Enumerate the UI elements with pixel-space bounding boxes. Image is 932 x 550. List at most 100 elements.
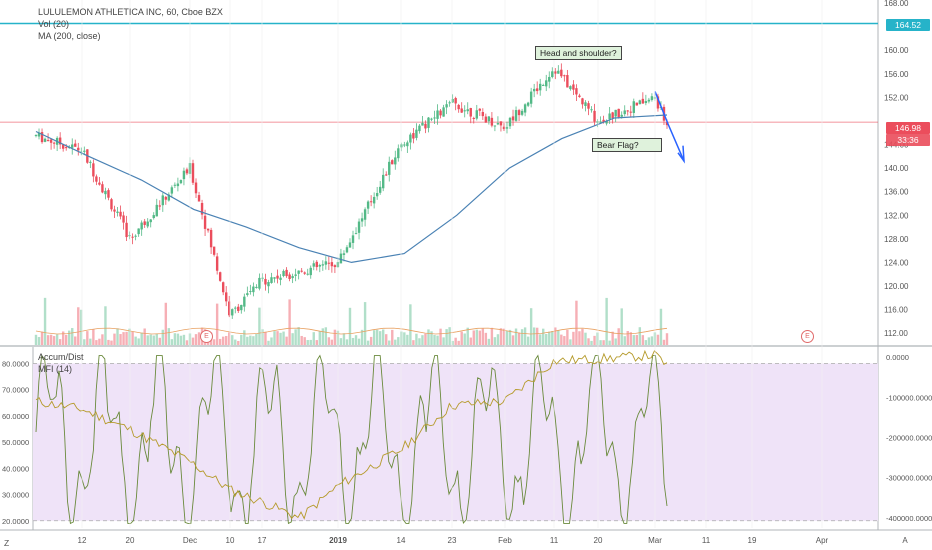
candle-body (529, 91, 533, 104)
candle-body (46, 140, 50, 142)
candle-body (297, 270, 300, 274)
candle-body (306, 273, 309, 275)
volume-bar (185, 340, 189, 345)
candle-body (182, 170, 186, 180)
volume-bar (104, 306, 107, 345)
volume-bar (234, 339, 237, 345)
volume-bar (608, 340, 611, 345)
volume-bar (354, 335, 358, 345)
volume-bar (520, 329, 524, 345)
candle-body (487, 116, 491, 122)
volume-bar (647, 337, 651, 345)
candle-body (508, 117, 512, 127)
volume-bar (64, 334, 68, 345)
volume-bar (372, 330, 376, 345)
head-shoulder-annotation[interactable]: Head and shoulder? (535, 46, 622, 60)
volume-bar (270, 337, 273, 345)
volume-bar (61, 331, 65, 345)
candle-body (412, 133, 415, 139)
volume-bar (294, 329, 297, 345)
volume-bar (439, 328, 442, 345)
volume-bar (237, 340, 240, 345)
volume-bar (572, 331, 575, 345)
candle-body (469, 108, 472, 117)
candle-body (599, 121, 602, 123)
volume-bar (342, 333, 346, 345)
candle-body (146, 221, 149, 227)
timezone-button[interactable]: Z (4, 538, 10, 548)
volume-bar (158, 337, 161, 345)
candle-body (369, 201, 373, 203)
volume-bar (557, 330, 560, 345)
candle-body (375, 193, 379, 197)
mfi-tick-label: 50.0000 (2, 438, 29, 447)
volume-bar (394, 339, 397, 345)
volume-bar (155, 333, 158, 345)
x-tick-label: Mar (648, 536, 662, 545)
candle-body (378, 186, 382, 193)
volume-bar (641, 335, 645, 345)
candle-body (318, 265, 321, 267)
candle-body (49, 139, 53, 143)
candle-body (137, 228, 140, 235)
volume-bar (285, 336, 288, 345)
candle-body (270, 277, 273, 283)
earnings-badge[interactable]: E (200, 330, 213, 343)
candle-body (457, 104, 460, 110)
candle-body (433, 117, 436, 119)
candle-body (587, 103, 590, 109)
volume-bar (225, 335, 228, 345)
volume-bar (152, 335, 155, 345)
volume-bar (49, 334, 53, 345)
candle-body (388, 161, 391, 175)
candle-body (164, 196, 168, 200)
volume-bar (478, 330, 482, 345)
volume-bar (403, 332, 406, 345)
candle-body (397, 148, 400, 159)
earnings-badge[interactable]: E (801, 330, 814, 343)
volume-bar (542, 328, 545, 345)
candle-body (436, 110, 439, 119)
candle-body (206, 228, 210, 231)
candle-body (119, 211, 122, 217)
volume-bar (131, 331, 134, 345)
candle-body (240, 304, 243, 311)
volume-bar (330, 339, 334, 345)
candle-body (460, 108, 463, 113)
price-tick-label: 156.00 (884, 70, 909, 79)
volume-bar (487, 338, 491, 345)
ad-tick-label: -400000.0000 (886, 514, 932, 523)
candle-body (143, 221, 146, 225)
volume-bar (523, 327, 527, 345)
candle-body (403, 144, 406, 146)
accum-dist-line (35, 349, 668, 520)
candle-body (333, 265, 337, 268)
candle-body (348, 242, 352, 248)
volume-bar (644, 340, 648, 345)
candle-body (584, 102, 587, 107)
volume-bar (164, 302, 168, 345)
candle-body (131, 236, 134, 238)
candle-body (179, 180, 183, 184)
candle-body (264, 278, 267, 285)
volume-bar (170, 339, 174, 345)
volume-bar (635, 334, 639, 345)
volume-bar (231, 335, 234, 345)
x-tick-label: 11 (550, 536, 559, 545)
price-tick-label: 136.00 (884, 188, 909, 197)
candle-body (249, 290, 252, 292)
candle-body (339, 253, 343, 264)
candle-body (502, 126, 506, 130)
volume-bar (451, 340, 454, 345)
bear-flag-annotation[interactable]: Bear Flag? (592, 138, 662, 152)
candle-body (161, 195, 165, 206)
candle-body (569, 86, 572, 90)
volume-bar (197, 332, 201, 345)
candle-body (647, 99, 651, 102)
volume-bar (617, 328, 620, 345)
candle-body (517, 110, 521, 116)
volume-bar (502, 328, 506, 345)
candle-body (158, 205, 161, 207)
